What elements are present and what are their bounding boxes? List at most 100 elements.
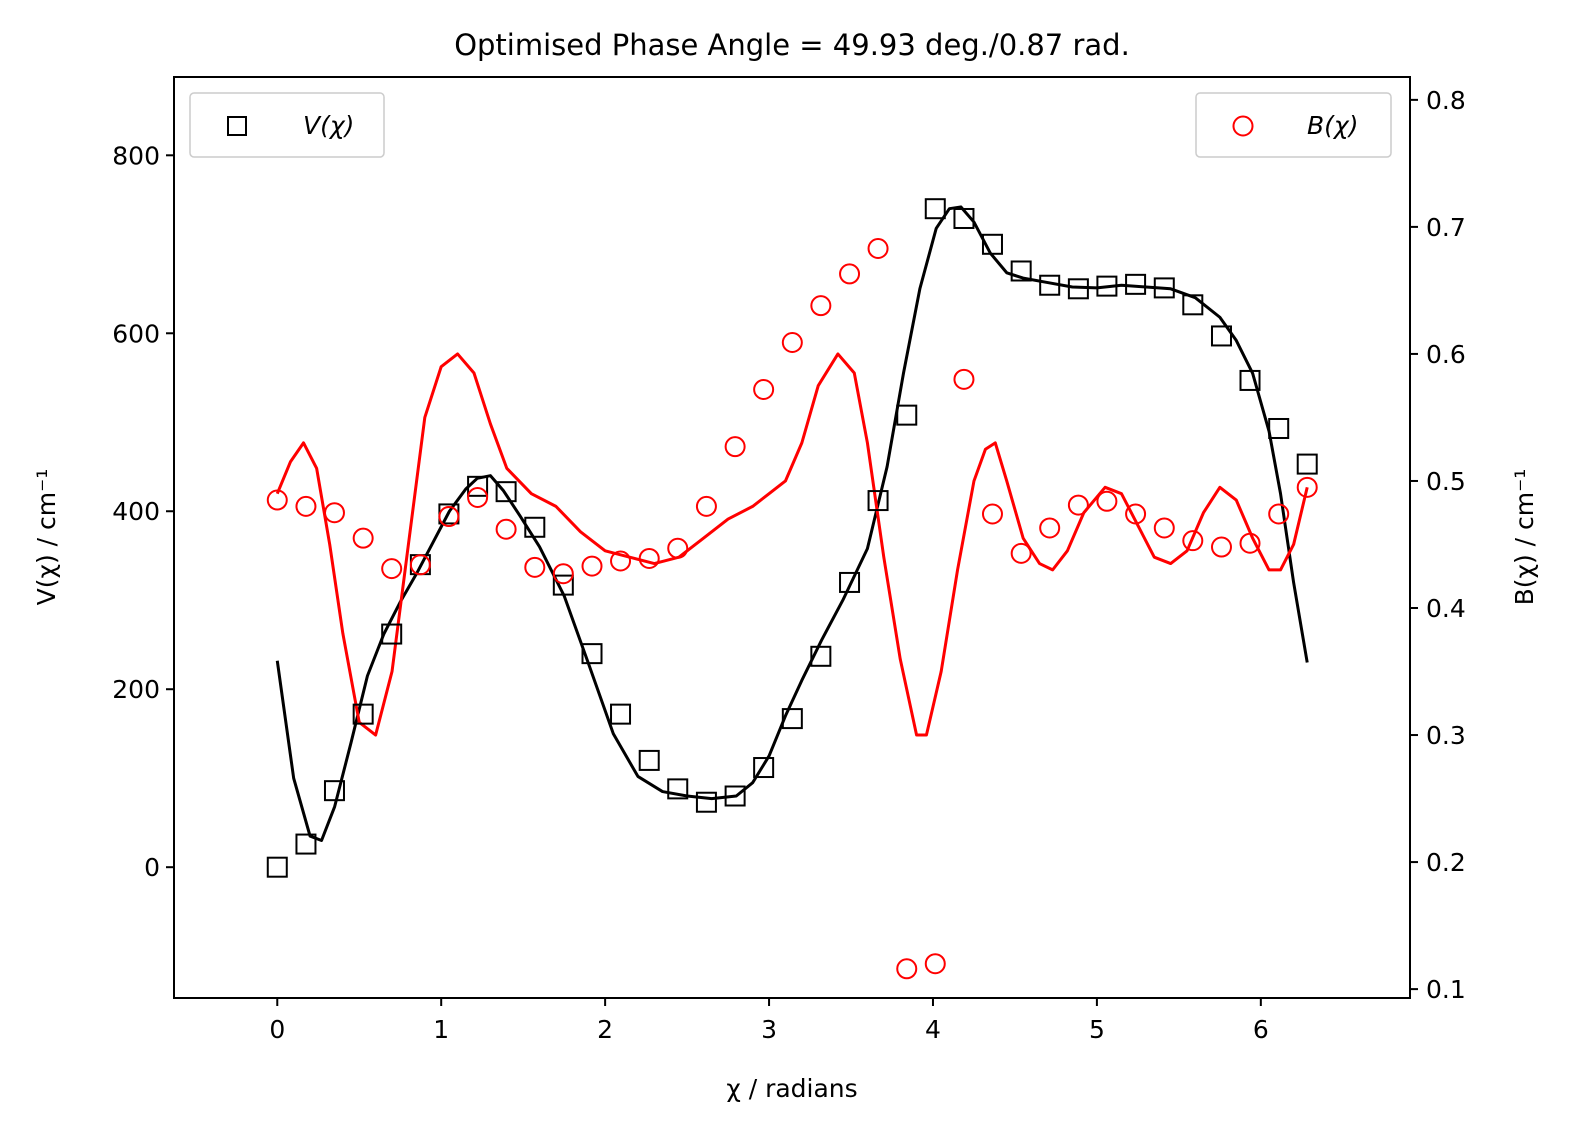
y-right-tick-label: 0.8 (1426, 86, 1466, 115)
v-data-point (1153, 277, 1175, 299)
v-data-point (810, 645, 832, 667)
legend-right-marker (1232, 115, 1254, 137)
legend-right-label: B(χ) (1307, 111, 1358, 140)
y-right-tick-label: 0.7 (1426, 213, 1466, 242)
b-data-point (1010, 542, 1032, 564)
b-data-point (867, 238, 889, 259)
b-data-point (381, 558, 403, 580)
legend-right: B(χ) (1195, 92, 1392, 158)
v-fit-line (275, 205, 1309, 842)
b-data-point (1096, 490, 1118, 512)
b-data-point (467, 486, 489, 508)
legend-right-box (1195, 92, 1392, 158)
b-data-point (1153, 517, 1175, 539)
v-data-point (323, 780, 345, 802)
x-tick-label: 3 (761, 1015, 777, 1044)
b-data-point (667, 537, 689, 559)
y-axis-right-ticks: 0.1 0.2 0.3 0.4 0.5 0.6 0.7 0.8 (1410, 86, 1466, 1004)
x-tick-label: 0 (269, 1015, 285, 1044)
v-data-point (266, 856, 288, 878)
b-data-point (1239, 532, 1261, 554)
v-data-point (1210, 325, 1232, 347)
v-data-point (981, 233, 1003, 255)
legend-left: V(χ) (189, 92, 385, 158)
v-data-point (1039, 274, 1061, 296)
y-axis-left-ticks: 0 200 400 600 800 (112, 141, 174, 882)
x-tick-label: 2 (597, 1015, 613, 1044)
x-tick-label: 1 (433, 1015, 449, 1044)
b-data-point (610, 550, 632, 572)
fit-lines (275, 205, 1309, 842)
plot-frame (173, 76, 1411, 999)
b-data-point (1296, 476, 1318, 498)
b-data-point (438, 506, 460, 528)
v-data-point (295, 833, 317, 855)
v-data-point (1125, 273, 1147, 295)
b-data-point (1182, 530, 1204, 552)
b-data-point (695, 495, 717, 517)
b-data-point (524, 556, 546, 578)
b-data-point (495, 518, 517, 540)
v-data-point (1096, 275, 1118, 297)
b-data-point (552, 563, 574, 585)
x-tick-label: 6 (1253, 1015, 1269, 1044)
b-data-point (323, 502, 345, 524)
b-data-point (753, 379, 775, 400)
v-data-point (667, 778, 689, 800)
y-right-tick-label: 0.2 (1426, 848, 1466, 877)
v-data-point (781, 708, 803, 730)
data-markers (266, 198, 1318, 980)
y-right-tick-label: 0.6 (1426, 340, 1466, 369)
b-data-point (924, 953, 946, 975)
v-data-point (1296, 453, 1318, 475)
v-data-point (552, 574, 574, 596)
v-data-point (953, 207, 975, 229)
y-right-tick-label: 0.4 (1426, 594, 1466, 623)
v-data-point (1268, 417, 1290, 439)
b-data-point (1039, 517, 1061, 539)
b-data-point (724, 436, 746, 458)
x-tick-label: 4 (925, 1015, 941, 1044)
y-right-tick-label: 0.5 (1426, 467, 1466, 496)
v-data-point (467, 475, 489, 497)
v-data-point (495, 481, 517, 503)
legend-left-label: V(χ) (303, 111, 354, 140)
v-data-point (1239, 369, 1261, 391)
b-data-point (295, 495, 317, 517)
y-left-tick-label: 0 (144, 853, 160, 882)
legend-left-marker (227, 116, 247, 136)
v-data-point (352, 703, 374, 725)
v-data-point (610, 703, 632, 725)
y-left-tick-label: 600 (112, 319, 160, 348)
b-data-point (896, 958, 918, 980)
y-axis-left-label: V(χ) / cm⁻¹ (32, 469, 61, 606)
b-data-point (1210, 536, 1232, 558)
y-axis-right-label: B(χ) / cm⁻¹ (1510, 469, 1539, 606)
b-data-point (981, 503, 1003, 525)
v-data-point (381, 623, 403, 645)
b-data-point (581, 555, 603, 577)
legend-left-box (189, 92, 385, 158)
v-data-point (724, 785, 746, 807)
v-data-point (896, 404, 918, 426)
v-data-point (524, 516, 546, 538)
v-data-point (839, 571, 861, 593)
v-data-point (1067, 278, 1089, 300)
y-left-tick-label: 200 (112, 675, 160, 704)
y-right-tick-label: 0.1 (1426, 975, 1466, 1004)
b-data-point (1268, 503, 1290, 525)
v-data-point (638, 749, 660, 771)
b-fit-line (275, 352, 1309, 737)
x-axis-ticks: 0 1 2 3 4 5 6 (269, 998, 1269, 1044)
b-data-point (953, 368, 975, 390)
b-data-point (1067, 494, 1089, 516)
v-data-point (1010, 260, 1032, 282)
v-data-point (867, 490, 889, 512)
v-data-point (753, 757, 775, 779)
y-left-tick-label: 800 (112, 141, 160, 170)
y-right-tick-label: 0.3 (1426, 721, 1466, 750)
x-axis-label: χ / radians (726, 1074, 857, 1103)
y-left-tick-label: 400 (112, 497, 160, 526)
